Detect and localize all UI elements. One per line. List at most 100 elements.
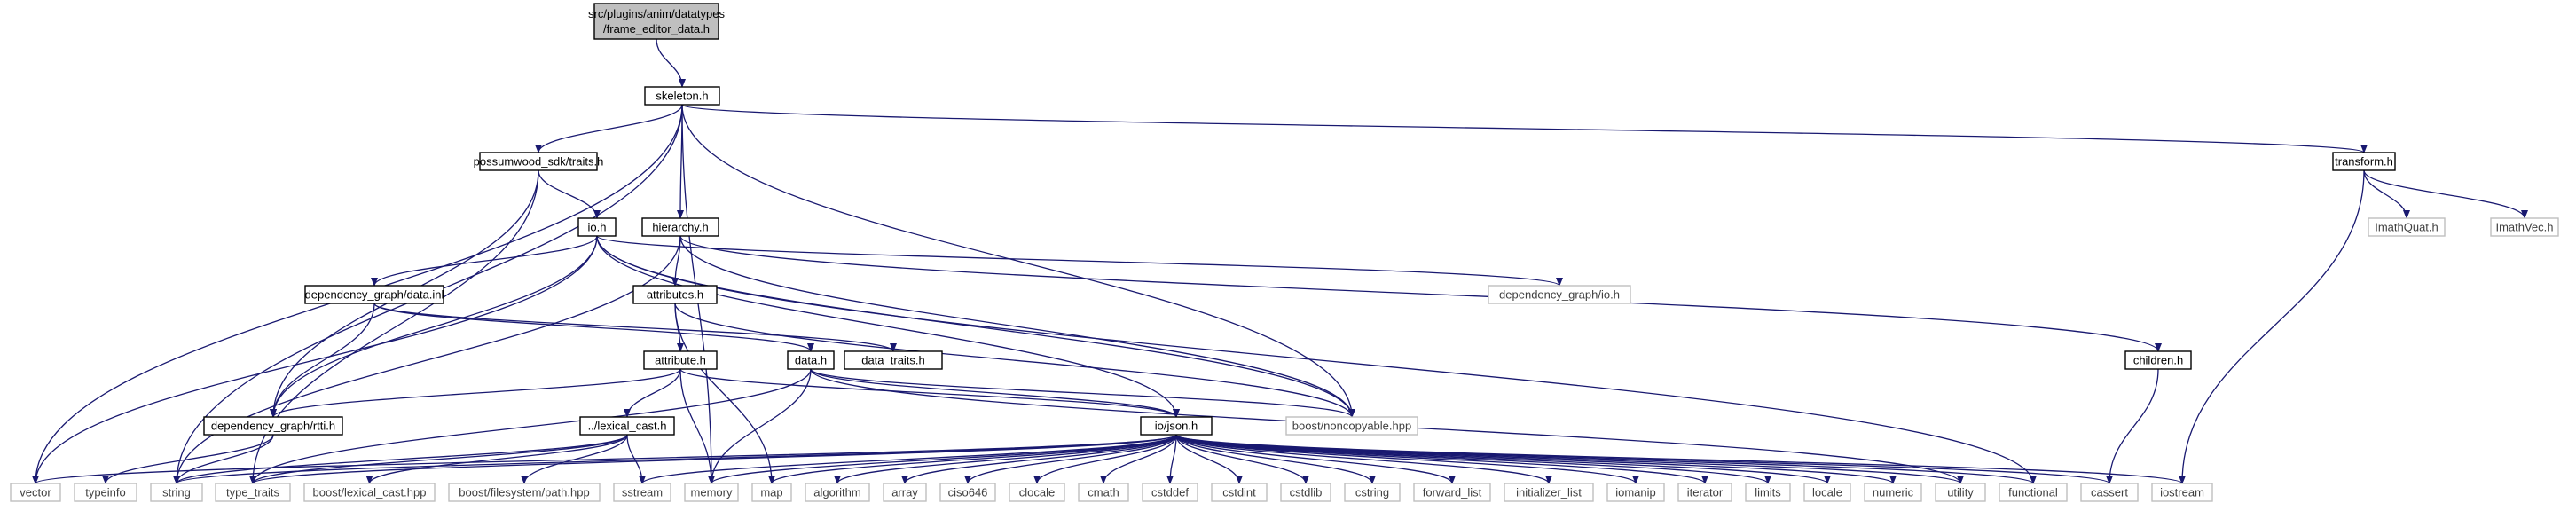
- node-functional-label: functional: [2008, 485, 2058, 499]
- node-hierarchy-label: hierarchy.h: [652, 220, 708, 233]
- edge-json-to-algorithm: [834, 434, 1177, 484]
- node-data[interactable]: data.h: [787, 350, 835, 370]
- node-dgdata[interactable]: dependency_graph/data.inl: [304, 285, 444, 304]
- node-skeleton[interactable]: skeleton.h: [644, 86, 720, 106]
- node-attribute-box: [643, 350, 718, 370]
- node-vector: vector: [10, 483, 61, 502]
- node-children[interactable]: children.h: [2124, 350, 2192, 370]
- node-imathquat: ImathQuat.h: [2368, 217, 2446, 237]
- node-limits-box: [1745, 483, 1791, 502]
- node-initializer_list-label: initializer_list: [1516, 485, 1582, 499]
- edge-attribute-to-memory: [679, 368, 715, 484]
- edge-hierarchy-to-string: [173, 235, 681, 484]
- node-rtti-box: [203, 416, 343, 436]
- node-children-label: children.h: [2133, 353, 2183, 366]
- node-traits[interactable]: possumwood_sdk/traits.h: [474, 152, 604, 171]
- edge-json-to-type_traits: [249, 434, 1177, 484]
- node-rtti-label: dependency_graph/rtti.h: [211, 419, 335, 432]
- node-lexcast-box: [579, 416, 675, 436]
- node-attributes-label: attributes.h: [647, 287, 703, 301]
- node-boostfs: boost/filesystem/path.hpp: [448, 483, 601, 502]
- node-noncopy: boost/noncopyable.hpp: [1285, 416, 1418, 436]
- node-typeinfo: typeinfo: [74, 483, 137, 502]
- edge-json-to-memory: [708, 434, 1177, 484]
- node-hierarchy[interactable]: hierarchy.h: [641, 217, 719, 237]
- node-lexcast[interactable]: ../lexical_cast.h: [579, 416, 675, 436]
- node-skeleton-box: [644, 86, 720, 106]
- node-algorithm-label: algorithm: [813, 485, 860, 499]
- edge-layer: [32, 38, 2528, 484]
- node-json-box: [1140, 416, 1213, 436]
- edge-json-to-cstddef: [1166, 434, 1177, 484]
- node-memory-box: [684, 483, 739, 502]
- node-lexcast-label: ../lexical_cast.h: [588, 419, 667, 432]
- node-attributes[interactable]: attributes.h: [632, 285, 718, 304]
- node-cmath: cmath: [1078, 483, 1129, 502]
- edge-skeleton-to-transform: [681, 104, 2368, 153]
- edge-lexcast-to-boostfs: [521, 434, 628, 484]
- edge-json-to-cstdint: [1175, 434, 1243, 484]
- node-datatraits-label: data_traits.h: [861, 353, 925, 366]
- node-iostream-box: [2151, 483, 2213, 502]
- edge-attribute-to-lexcast: [624, 368, 681, 418]
- edge-json-to-initializer_list: [1175, 434, 1552, 484]
- node-functional: functional: [1999, 483, 2068, 502]
- node-cstdint-box: [1211, 483, 1268, 502]
- node-attribute[interactable]: attribute.h: [643, 350, 718, 370]
- edge-root-to-skeleton: [656, 38, 686, 88]
- node-data-label: data.h: [795, 353, 827, 366]
- node-io[interactable]: io.h: [577, 217, 617, 237]
- node-transform-label: transform.h: [2335, 154, 2393, 168]
- edge-json-to-cmath: [1100, 434, 1177, 484]
- node-dgdata-box: [304, 285, 444, 304]
- edge-hierarchy-to-noncopy: [679, 235, 1355, 418]
- node-iomanip-box: [1606, 483, 1665, 502]
- node-noncopy-label: boost/noncopyable.hpp: [1292, 419, 1411, 432]
- node-sstream-label: sstream: [622, 485, 663, 499]
- node-utility-box: [1935, 483, 1986, 502]
- node-array-label: array: [891, 485, 918, 499]
- node-cmath-label: cmath: [1088, 485, 1119, 499]
- edge-rtti-to-typeinfo: [102, 434, 274, 484]
- node-cstring-box: [1344, 483, 1401, 502]
- node-cstring-label: cstring: [1355, 485, 1389, 499]
- node-map: map: [751, 483, 792, 502]
- node-cassert-box: [2080, 483, 2139, 502]
- node-iterator: iterator: [1677, 483, 1732, 502]
- node-vector-box: [10, 483, 61, 502]
- node-string-label: string: [162, 485, 191, 499]
- node-imathvec: ImathVec.h: [2490, 217, 2559, 237]
- node-children-box: [2124, 350, 2192, 370]
- node-json[interactable]: io/json.h: [1140, 416, 1213, 436]
- node-iterator-label: iterator: [1687, 485, 1724, 499]
- node-layer: src/plugins/anim/datatypes/frame_editor_…: [10, 3, 2559, 502]
- node-dgdata-label: dependency_graph/data.inl: [305, 287, 444, 301]
- node-dgio: dependency_graph/io.h: [1488, 285, 1631, 304]
- node-boostfs-label: boost/filesystem/path.hpp: [459, 485, 589, 499]
- edge-json-to-sstream: [639, 434, 1177, 484]
- node-sstream-box: [613, 483, 671, 502]
- node-root[interactable]: src/plugins/anim/datatypes/frame_editor_…: [588, 3, 725, 40]
- node-string: string: [150, 483, 203, 502]
- node-cstddef-box: [1142, 483, 1198, 502]
- node-cmath-box: [1078, 483, 1129, 502]
- node-attributes-box: [632, 285, 718, 304]
- edge-data-to-json: [810, 368, 1180, 418]
- node-io-box: [577, 217, 617, 237]
- node-type_traits-box: [215, 483, 291, 502]
- node-datatraits[interactable]: data_traits.h: [844, 350, 943, 370]
- node-rtti[interactable]: dependency_graph/rtti.h: [203, 416, 343, 436]
- node-root-label-line-1: src/plugins/anim/datatypes: [588, 7, 725, 20]
- edge-json-to-cstring: [1175, 434, 1376, 484]
- node-transform[interactable]: transform.h: [2332, 152, 2396, 171]
- node-iostream-label: iostream: [2160, 485, 2204, 499]
- node-attribute-label: attribute.h: [655, 353, 706, 366]
- node-json-label: io/json.h: [1155, 419, 1198, 432]
- node-iostream: iostream: [2151, 483, 2213, 502]
- node-numeric-label: numeric: [1873, 485, 1914, 499]
- node-forward_list-box: [1413, 483, 1491, 502]
- edge-json-to-cstdlib: [1175, 434, 1309, 484]
- node-noncopy-box: [1285, 416, 1418, 436]
- edge-json-to-iostream: [1175, 434, 2186, 484]
